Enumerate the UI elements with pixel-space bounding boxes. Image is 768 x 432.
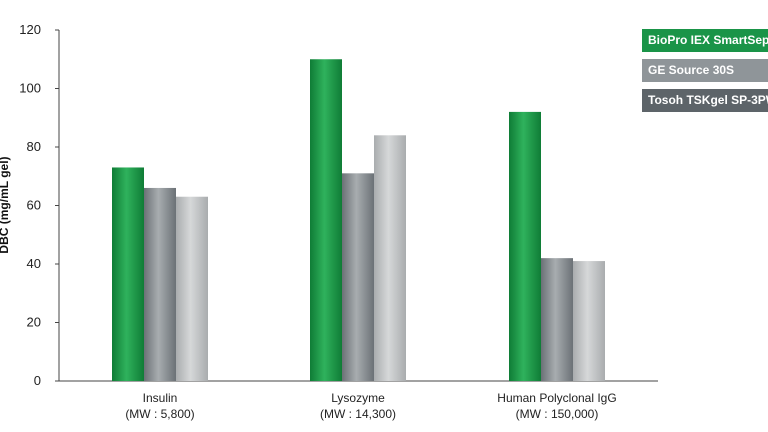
x-tick-label: Lysozyme	[331, 391, 385, 405]
legend-label-biopro: BioPro IEX SmartSep S	[648, 33, 768, 47]
y-axis-label: DBC (mg/mL gel)	[0, 156, 11, 253]
bars	[112, 59, 605, 382]
legend-item-tosoh: Tosoh TSKgel SP-3PW	[642, 89, 768, 112]
bar-2-0	[509, 111, 541, 382]
x-tick-sublabel: (MW : 150,000)	[516, 407, 599, 421]
x-tick-labels: Insulin (MW : 5,800) Lysozyme (MW : 14,300)…	[125, 391, 616, 421]
x-tick-sublabel: (MW : 5,800)	[125, 407, 194, 421]
y-tick-label: 80	[27, 139, 41, 154]
y-tick-label: 0	[34, 373, 41, 388]
legend-item-ge-source: GE Source 30S	[642, 59, 768, 82]
bar-1-0	[310, 59, 342, 381]
x-tick-label: Insulin	[143, 391, 178, 405]
bar-0-1	[144, 187, 176, 381]
bar-1-1	[342, 173, 374, 381]
x-tick-sublabel: (MW : 14,300)	[320, 407, 396, 421]
y-tick-label: 20	[27, 315, 41, 330]
y-tick-label: 60	[27, 198, 41, 213]
y-ticks: 0 20 40 60 80 100 120	[19, 22, 59, 388]
legend-label-tosoh: Tosoh TSKgel SP-3PW	[648, 93, 768, 107]
legend-item-biopro: BioPro IEX SmartSep S	[642, 29, 768, 52]
y-tick-label: 120	[19, 22, 41, 37]
bar-0-2	[176, 196, 208, 381]
x-tick-label: Human Polyclonal IgG	[497, 391, 616, 405]
y-tick-label: 100	[19, 81, 41, 96]
bar-1-2	[374, 135, 406, 381]
y-tick-label: 40	[27, 256, 41, 271]
bar-2-1	[541, 258, 573, 381]
legend-label-ge-source: GE Source 30S	[648, 63, 735, 77]
bar-0-0	[112, 167, 144, 381]
bar-2-2	[573, 261, 605, 381]
